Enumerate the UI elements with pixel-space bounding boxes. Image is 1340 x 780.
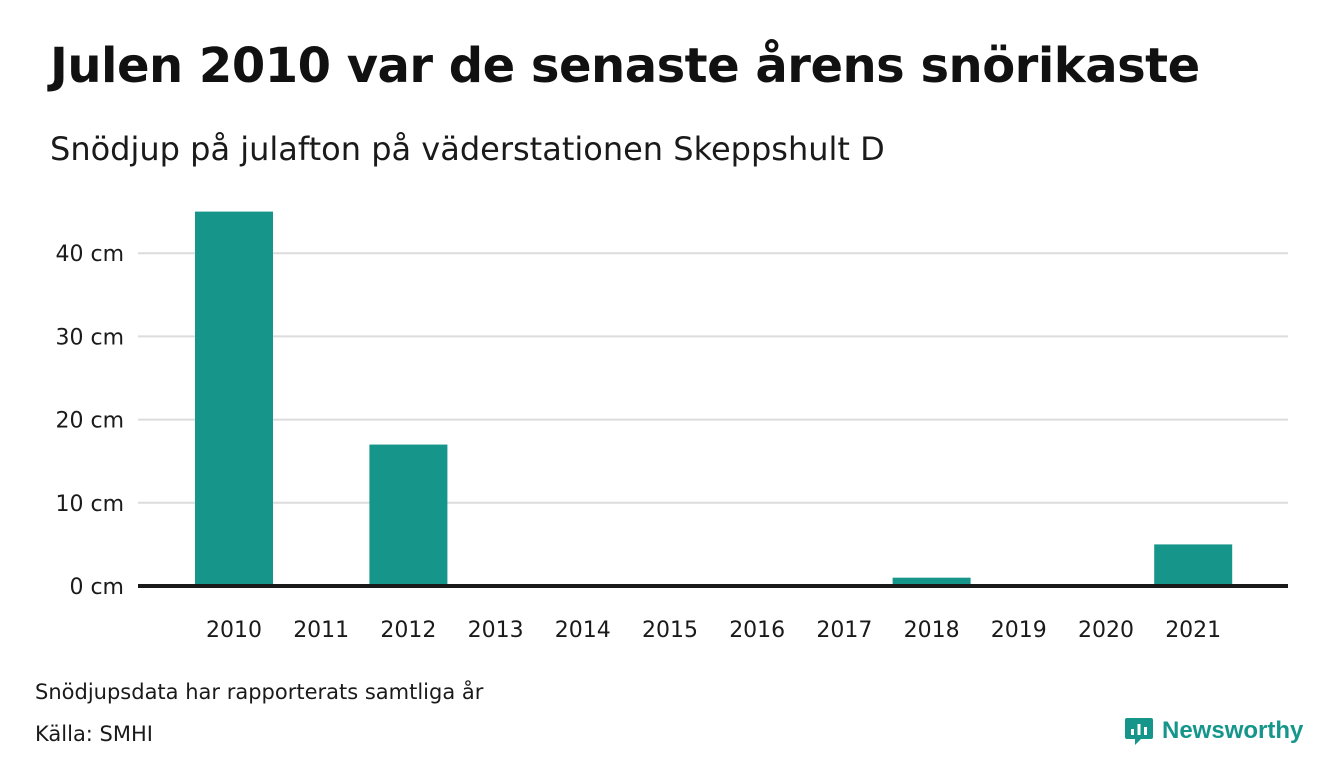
brand-logo[interactable]: Newsworthy [1124,716,1303,746]
x-tick-label: 2012 [380,618,436,643]
x-tick-label: 2011 [293,618,349,643]
grid-lines [138,252,1288,504]
x-tick-label: 2018 [904,618,960,643]
x-axis-ticks: 2010 2011 2012 2013 2014 2015 2016 2017 2018 2019… [206,618,1221,643]
y-tick-label: 0 cm [69,575,124,600]
x-tick-label: 2014 [555,618,611,643]
y-axis-ticks: 0 cm 10 cm 20 cm 30 cm 40 cm [55,242,124,600]
bar-2012 [369,444,448,586]
x-tick-label: 2013 [468,618,524,643]
x-tick-label: 2020 [1078,618,1134,643]
newsworthy-logo-icon [1125,718,1153,745]
x-tick-label: 2019 [991,618,1047,643]
x-tick-label: 2017 [816,618,872,643]
bar-2018 [892,577,971,586]
x-tick-label: 2016 [729,618,785,643]
bar-2010 [195,211,273,586]
x-tick-label: 2010 [206,618,262,643]
y-tick-label: 30 cm [55,325,124,350]
x-tick-label: 2021 [1165,618,1221,643]
bars [195,211,1233,586]
source-note: Källa: SMHI [35,722,153,746]
x-tick-label: 2015 [642,618,698,643]
y-tick-label: 20 cm [55,409,124,434]
y-tick-label: 40 cm [55,242,124,267]
footnote: Snödjupsdata har rapporterats samtliga å… [35,680,484,704]
y-tick-label: 10 cm [55,492,124,517]
bar-2021 [1154,544,1233,586]
chart-title: Julen 2010 var de senaste årens snörikas… [50,38,1200,94]
brand-name: Newsworthy [1162,717,1304,744]
chart-subtitle: Snödjup på julafton på väderstationen Sk… [50,130,885,168]
